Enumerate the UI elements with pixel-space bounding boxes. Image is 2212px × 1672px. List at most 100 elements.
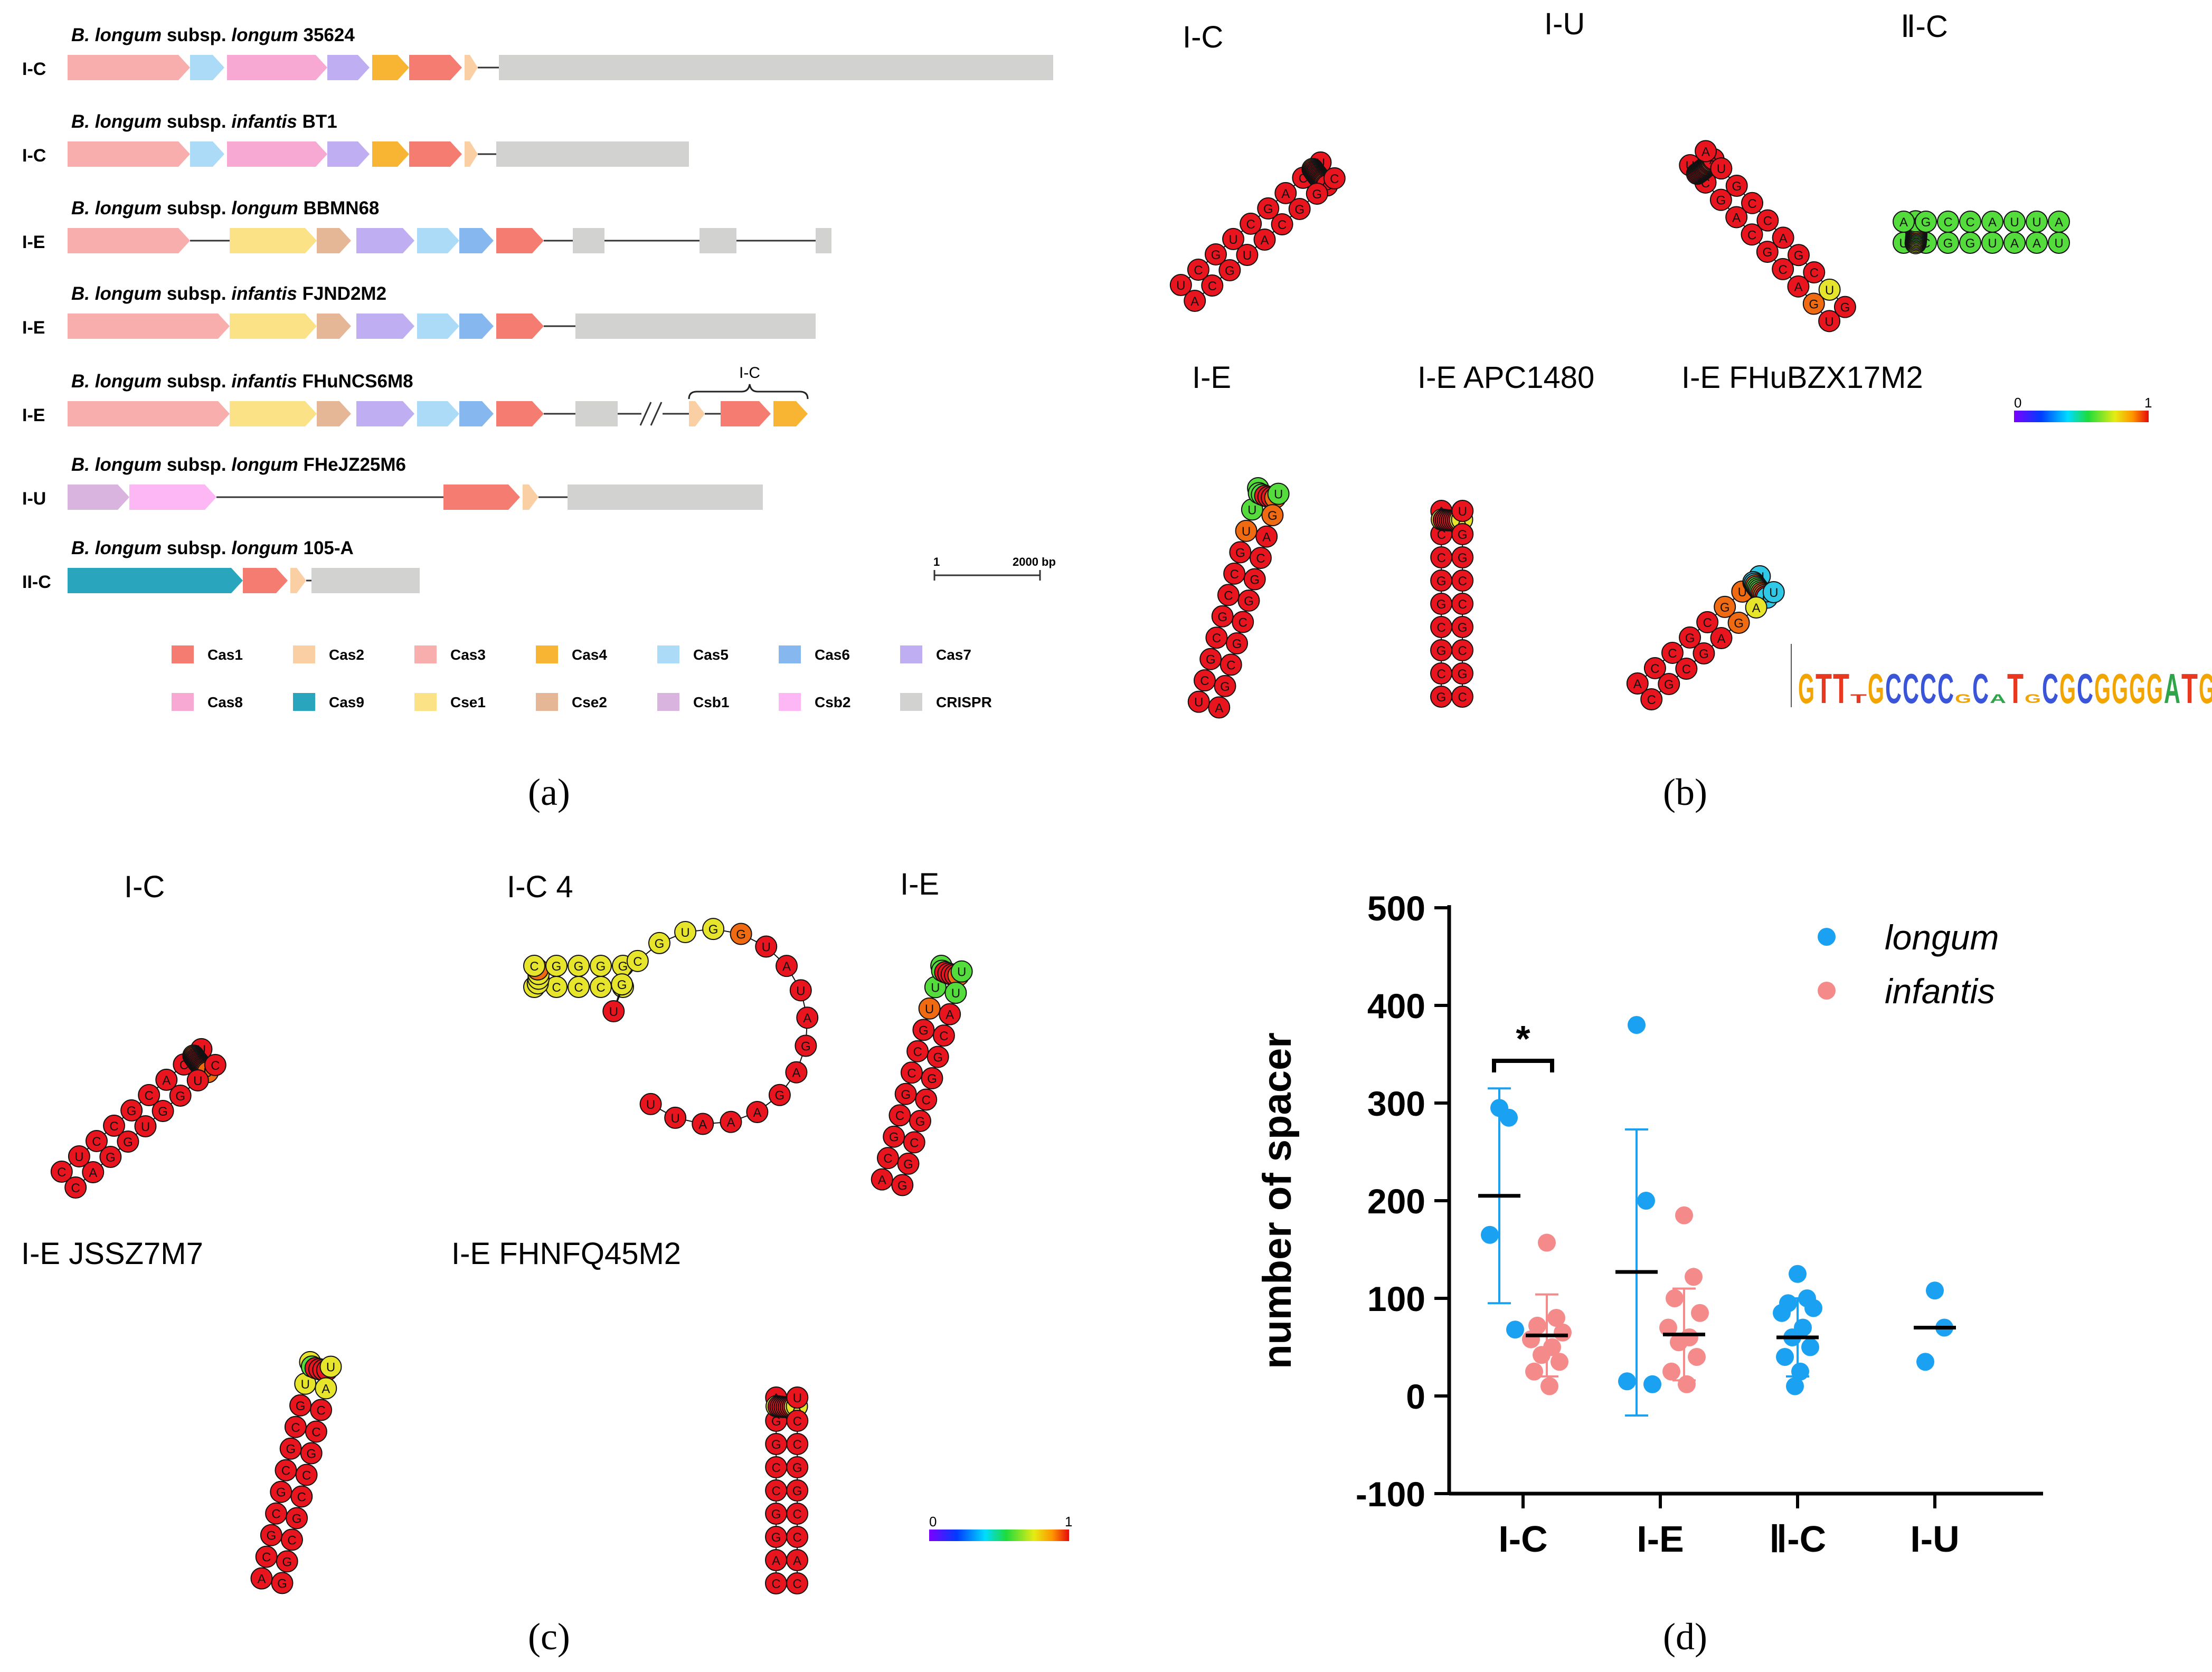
nucleotide-letter: G	[1436, 574, 1447, 588]
nucleotide-letter: C	[939, 1029, 948, 1043]
strain-title: B. longum subsp. infantis BT1	[71, 111, 337, 132]
gene-cas5	[190, 141, 224, 167]
nucleotide	[897, 1152, 920, 1175]
nucleotide	[1741, 192, 1764, 214]
nucleotide-letter: C	[1330, 172, 1339, 186]
data-point-infantis	[1554, 1323, 1572, 1342]
data-point-infantis	[1540, 1377, 1558, 1395]
data-point-infantis	[1551, 1353, 1568, 1371]
crispr-array	[575, 314, 816, 339]
logo-letter: T	[2181, 665, 2198, 712]
nucleotide	[1451, 500, 1474, 522]
logo-letter: G	[2059, 665, 2076, 712]
strain-title-part: longum	[95, 454, 162, 475]
nucleotide	[1257, 197, 1280, 220]
nucleotide-letter: A	[1281, 187, 1290, 201]
nucleotide	[1261, 504, 1284, 527]
nucleotide	[1225, 632, 1248, 654]
data-point-longum	[1506, 1320, 1524, 1339]
nucleotide	[755, 935, 778, 958]
nucleotide	[590, 955, 612, 977]
nucleotide-letter: G	[1458, 551, 1468, 565]
nucleotide	[1787, 275, 1810, 298]
nucleotide-letter: U	[951, 986, 960, 1001]
nucleotide-letter: G	[792, 1484, 802, 1498]
legend-label: Csb1	[693, 694, 729, 710]
nucleotide-letter: A	[257, 1572, 266, 1586]
nucleotide-letter: G	[708, 923, 719, 937]
nucleotide	[1640, 688, 1663, 711]
nucleotide-letter: U	[1825, 315, 1833, 329]
nucleotide	[1201, 274, 1224, 297]
nucleotide-letter: G	[801, 1039, 811, 1053]
strain-title-part: BBMN68	[303, 198, 379, 218]
strain-title-part: B.	[71, 454, 90, 475]
gene-cas5	[190, 55, 224, 80]
nucleotide-letter: G	[771, 1414, 781, 1429]
nucleotide	[692, 1113, 714, 1135]
legend-label: longum	[1885, 918, 1999, 957]
gene-cas1	[721, 401, 771, 426]
gene-cas1	[243, 568, 288, 593]
nucleotide-letter: G	[771, 1531, 781, 1545]
nucleotide-letter: U	[1176, 279, 1185, 293]
nucleotide-letter: C	[792, 1531, 801, 1545]
gene-cas8	[227, 55, 327, 80]
nucleotide-letter: A	[1701, 145, 1710, 159]
nucleotide-letter: C	[1437, 551, 1446, 565]
gene-cas9	[68, 568, 243, 593]
logo-letter: G	[2094, 665, 2111, 712]
nucleotide-letter: A	[1717, 632, 1725, 646]
nucleotide-letter: A	[2010, 236, 2019, 251]
strain-title-part: B.	[71, 25, 90, 45]
legend-label: Cas9	[329, 694, 364, 710]
nucleotide-letter: G	[736, 928, 746, 942]
nucleotide	[1725, 206, 1748, 229]
nucleotide-letter: C	[895, 1109, 904, 1123]
nucleotide	[1236, 243, 1259, 266]
colorbar-max: 1	[2144, 395, 2152, 411]
legend-marker	[1818, 928, 1836, 946]
strain-title-part: subsp.	[167, 283, 226, 304]
significance-bracket	[1492, 1059, 1554, 1072]
nucleotide	[568, 955, 590, 977]
nucleotide	[1169, 273, 1192, 296]
nucleotide-letter: U	[957, 965, 966, 980]
y-tick-label: 500	[1367, 889, 1425, 928]
strain-title-part: longum	[95, 198, 162, 218]
crispr-array	[816, 228, 831, 253]
nucleotide	[768, 1084, 791, 1106]
legend-swatch	[900, 693, 922, 711]
nucleotide	[1756, 209, 1779, 232]
data-point-infantis	[1675, 1206, 1693, 1224]
gene-cas2	[290, 568, 306, 593]
gene-cas8	[227, 141, 327, 167]
strain-title: B. longum subsp. longum FHeJZ25M6	[71, 454, 406, 475]
nucleotide	[1208, 696, 1231, 719]
nucleotide	[1205, 626, 1228, 649]
gene-cas7	[356, 401, 414, 426]
nucleotide-letter: C	[297, 1490, 306, 1504]
gene-cas1	[409, 55, 462, 80]
strain-title-part: longum	[95, 25, 162, 45]
data-point-longum	[1637, 1192, 1655, 1210]
nucleotide-letter: C	[1943, 215, 1952, 230]
strain-title: B. longum subsp. longum 105-A	[71, 538, 354, 558]
nucleotide-letter: A	[1262, 530, 1271, 545]
nucleotide-letter: C	[1458, 690, 1467, 705]
nucleotide	[50, 1160, 73, 1183]
nucleotide-letter: C	[771, 1484, 780, 1498]
nucleotide	[68, 1145, 90, 1167]
nucleotide-letter: U	[646, 1098, 655, 1112]
data-point-infantis	[1547, 1309, 1565, 1327]
nucleotide-letter: G	[1235, 546, 1245, 560]
nucleotide-letter: G	[775, 1089, 785, 1103]
logo-letter: G	[2112, 665, 2128, 712]
cas-type-label: I-E	[22, 232, 45, 252]
significance-label: *	[1516, 1018, 1530, 1059]
nucleotide	[310, 1399, 333, 1421]
crispr-array	[699, 228, 736, 253]
nucleotide-letter: C	[1810, 266, 1819, 280]
nucleotide-letter: G	[276, 1486, 286, 1500]
legend-label: Cas2	[329, 647, 364, 663]
